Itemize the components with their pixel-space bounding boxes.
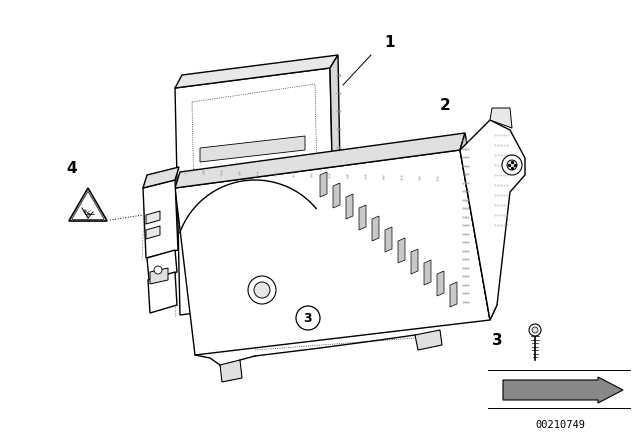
Circle shape xyxy=(254,282,270,298)
Circle shape xyxy=(532,327,538,333)
Polygon shape xyxy=(175,55,338,88)
Polygon shape xyxy=(415,330,442,350)
Polygon shape xyxy=(460,133,497,320)
Text: 2: 2 xyxy=(440,98,451,112)
Circle shape xyxy=(154,266,162,274)
Polygon shape xyxy=(175,133,465,188)
Text: ⚡: ⚡ xyxy=(84,209,92,219)
Circle shape xyxy=(248,276,276,304)
Polygon shape xyxy=(175,68,335,315)
Polygon shape xyxy=(200,136,305,162)
Circle shape xyxy=(507,160,517,170)
Polygon shape xyxy=(146,211,160,224)
Polygon shape xyxy=(150,268,168,284)
Polygon shape xyxy=(346,194,353,219)
Polygon shape xyxy=(69,188,107,221)
Polygon shape xyxy=(147,250,177,280)
Polygon shape xyxy=(450,282,457,307)
Text: 3: 3 xyxy=(492,332,502,348)
Circle shape xyxy=(296,306,320,330)
Polygon shape xyxy=(385,227,392,252)
Polygon shape xyxy=(72,191,104,220)
Polygon shape xyxy=(359,205,366,230)
Polygon shape xyxy=(220,360,242,382)
Text: 3: 3 xyxy=(304,311,312,324)
Circle shape xyxy=(502,155,522,175)
Polygon shape xyxy=(143,167,179,188)
Text: 4: 4 xyxy=(67,160,77,176)
Polygon shape xyxy=(460,120,525,320)
Text: 00210749: 00210749 xyxy=(535,420,585,430)
Polygon shape xyxy=(503,377,623,403)
Polygon shape xyxy=(175,150,490,355)
Text: ♦: ♦ xyxy=(82,209,88,215)
Polygon shape xyxy=(320,172,327,197)
Polygon shape xyxy=(424,260,431,285)
Polygon shape xyxy=(146,226,160,239)
Polygon shape xyxy=(143,180,178,258)
Polygon shape xyxy=(372,216,379,241)
Polygon shape xyxy=(148,272,177,313)
Polygon shape xyxy=(333,183,340,208)
Polygon shape xyxy=(192,84,319,294)
Polygon shape xyxy=(411,249,418,274)
Polygon shape xyxy=(398,238,405,263)
Polygon shape xyxy=(330,55,342,295)
Circle shape xyxy=(529,324,541,336)
Text: 1: 1 xyxy=(385,34,396,49)
Polygon shape xyxy=(437,271,444,296)
Polygon shape xyxy=(490,108,512,128)
